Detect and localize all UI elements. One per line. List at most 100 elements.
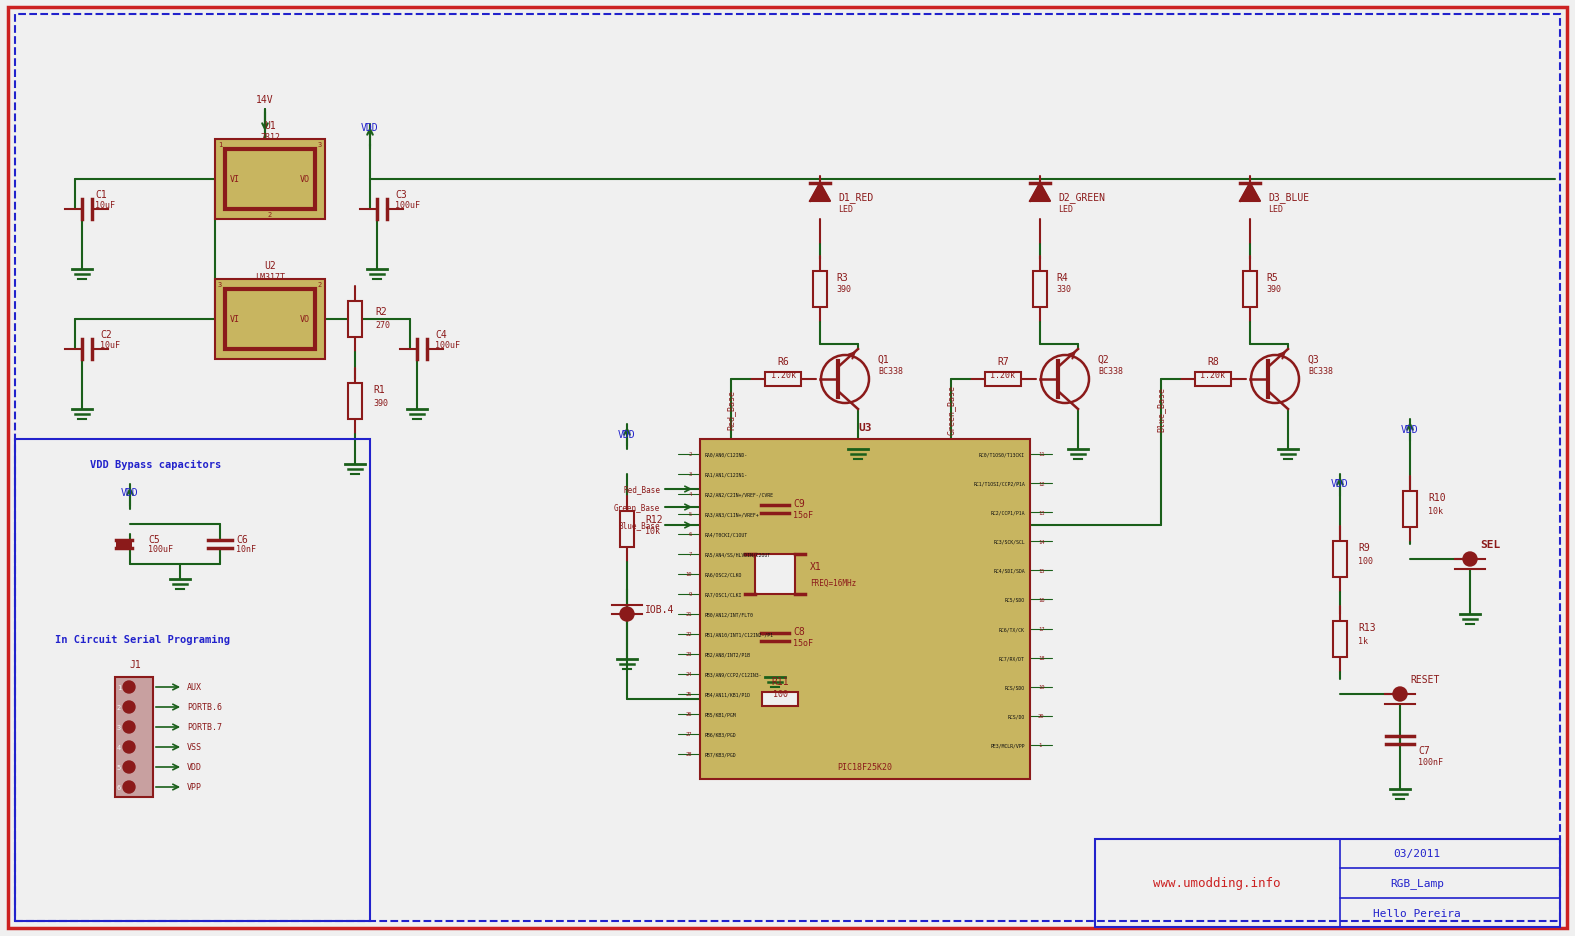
Bar (699, 440, 1030, 779)
Text: J1: J1 (129, 659, 140, 669)
Text: VDD: VDD (121, 488, 139, 497)
Text: 390: 390 (373, 398, 387, 407)
Bar (1403, 491, 1418, 528)
Circle shape (1463, 552, 1477, 566)
Bar (225, 150, 315, 210)
Text: 390: 390 (1266, 285, 1280, 294)
Text: 10nF: 10nF (236, 545, 257, 554)
Text: BC338: BC338 (1307, 367, 1332, 376)
Text: IOB.4: IOB.4 (646, 605, 674, 614)
Text: RE3/MCLR/VPP: RE3/MCLR/VPP (991, 742, 1025, 748)
Text: R4: R4 (1055, 272, 1068, 283)
Text: RCS/SDO: RCS/SDO (1005, 684, 1025, 690)
Text: 19: 19 (1038, 684, 1044, 690)
Text: C5: C5 (148, 534, 159, 545)
Text: VDD: VDD (1331, 478, 1348, 489)
Text: C9: C9 (792, 499, 805, 508)
Text: LED: LED (1058, 205, 1073, 214)
Text: VDD: VDD (1402, 425, 1419, 434)
Bar (16, 440, 370, 921)
Bar (1243, 271, 1257, 308)
Text: VI: VI (230, 315, 239, 324)
Text: R8: R8 (1206, 357, 1219, 367)
Text: RC6/TX/CK: RC6/TX/CK (999, 626, 1025, 632)
Text: SEL: SEL (1480, 539, 1501, 549)
Text: Blue_Base: Blue_Base (619, 521, 660, 530)
Text: R3: R3 (836, 272, 847, 283)
Text: 23: 23 (685, 651, 691, 657)
Text: U1: U1 (265, 121, 276, 131)
Text: RCS/DO: RCS/DO (1008, 713, 1025, 719)
Text: Green_Base: Green_Base (614, 503, 660, 512)
Text: 13: 13 (1038, 510, 1044, 515)
Bar (1195, 373, 1232, 387)
Text: Q3: Q3 (1307, 355, 1320, 365)
Text: 15oF: 15oF (792, 511, 813, 519)
Bar (1332, 541, 1347, 578)
Text: 1: 1 (217, 142, 222, 148)
Text: RA1/AN1/C12IN1-: RA1/AN1/C12IN1- (706, 472, 748, 477)
Text: 3: 3 (217, 282, 222, 287)
Text: www.umodding.info: www.umodding.info (1153, 876, 1280, 889)
Text: 1k: 1k (1358, 636, 1369, 645)
Text: 2: 2 (268, 212, 272, 218)
Text: VO: VO (299, 315, 310, 324)
Text: C2: C2 (99, 329, 112, 340)
Text: RC0/T1OS0/T13CKI: RC0/T1OS0/T13CKI (980, 452, 1025, 457)
Text: Q2: Q2 (1098, 355, 1110, 365)
Text: LED: LED (1268, 205, 1284, 214)
Text: 7812: 7812 (260, 133, 280, 142)
Text: R10: R10 (1429, 492, 1446, 503)
Text: 18: 18 (1038, 655, 1044, 661)
Text: 390: 390 (836, 285, 851, 294)
Text: PIC18F25K20: PIC18F25K20 (838, 763, 893, 771)
Text: C7: C7 (1418, 745, 1430, 755)
Circle shape (123, 722, 135, 733)
Text: R2: R2 (375, 307, 387, 316)
Text: RB2/AN8/INT2/P1B: RB2/AN8/INT2/P1B (706, 651, 751, 657)
Text: RB3/AN9/CCP2/C12IN3-: RB3/AN9/CCP2/C12IN3- (706, 672, 762, 677)
Text: RGB_Lamp: RGB_Lamp (1391, 878, 1444, 888)
Bar (216, 280, 324, 359)
Circle shape (1392, 687, 1406, 701)
Text: 22: 22 (685, 632, 691, 636)
Text: 3: 3 (688, 472, 691, 477)
Text: 100uF: 100uF (435, 340, 460, 349)
Text: RC2/CCP1/P1A: RC2/CCP1/P1A (991, 510, 1025, 515)
Text: RA4/T0CKI/C1OUT: RA4/T0CKI/C1OUT (706, 532, 748, 537)
Text: 2: 2 (318, 282, 323, 287)
Bar (984, 373, 1021, 387)
Text: RA0/AN0/C12IND-: RA0/AN0/C12IND- (706, 452, 748, 457)
Text: BC338: BC338 (877, 367, 902, 376)
Text: C8: C8 (792, 626, 805, 636)
Text: In Circuit Serial Programing: In Circuit Serial Programing (55, 635, 230, 644)
Text: Red_Base: Red_Base (624, 485, 660, 494)
Text: 20: 20 (1038, 713, 1044, 719)
Text: R6: R6 (776, 357, 789, 367)
Text: RA6/OSC2/CLKO: RA6/OSC2/CLKO (706, 572, 742, 577)
Circle shape (123, 741, 135, 753)
Text: 16: 16 (1038, 597, 1044, 602)
Text: 4: 4 (688, 492, 691, 497)
Text: 1: 1 (117, 684, 121, 690)
Text: PORTB.6: PORTB.6 (187, 703, 222, 711)
Text: R11: R11 (772, 677, 789, 686)
Circle shape (621, 607, 635, 622)
Text: AUX: AUX (187, 682, 202, 692)
Text: 03/2011: 03/2011 (1394, 848, 1441, 858)
Text: VDD: VDD (187, 763, 202, 771)
Text: Red_Base: Red_Base (726, 389, 736, 430)
Text: LM317T: LM317T (255, 273, 285, 282)
Text: Green_Base: Green_Base (947, 385, 956, 434)
Text: RA7/OSC1/CLKI: RA7/OSC1/CLKI (706, 592, 742, 597)
Circle shape (123, 701, 135, 713)
Text: RC7/RX/DT: RC7/RX/DT (999, 655, 1025, 661)
Circle shape (123, 761, 135, 773)
Text: 1: 1 (1038, 742, 1041, 748)
Text: 17: 17 (1038, 626, 1044, 632)
Text: 1.20k: 1.20k (770, 370, 795, 379)
Bar (117, 540, 132, 548)
Text: 100: 100 (1358, 556, 1373, 565)
Text: RA2/AN2/C2IN+/VREF-/CVRE: RA2/AN2/C2IN+/VREF-/CVRE (706, 492, 773, 497)
Text: 27: 27 (685, 732, 691, 737)
